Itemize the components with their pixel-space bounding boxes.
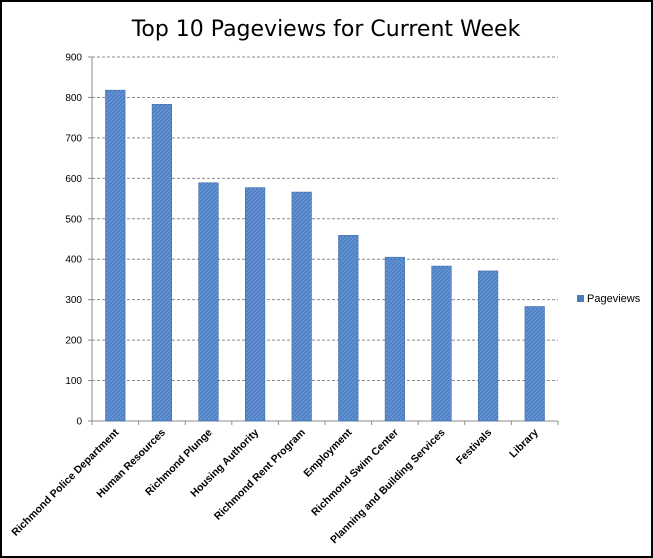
- y-tick-labels: 0 100 200 300 400 500 600 700 800 900: [65, 53, 82, 428]
- chart-title: Top 10 Pageviews for Current Week: [131, 17, 521, 42]
- y-tick-label: 800: [65, 93, 82, 104]
- bars: [105, 89, 545, 422]
- y-tick-label: 300: [65, 295, 82, 306]
- bar: [431, 265, 452, 422]
- bar: [198, 182, 219, 422]
- x-tick-label: Richmond Rent Program: [212, 427, 308, 523]
- x-tick-label: Library: [507, 427, 541, 461]
- y-tick-label: 0: [76, 417, 82, 428]
- bar: [105, 89, 126, 422]
- y-tick-label: 700: [65, 133, 82, 144]
- y-tick-label: 600: [65, 174, 82, 185]
- y-tick-label: 400: [65, 255, 82, 266]
- y-tick-label: 500: [65, 214, 82, 225]
- x-tick-label: Festivals: [454, 427, 494, 467]
- bar: [151, 104, 172, 422]
- bar: [478, 270, 499, 422]
- legend: Pageviews: [577, 293, 641, 305]
- y-tick-label: 900: [65, 53, 82, 64]
- x-tick-label: Richmond Swim Center: [309, 427, 401, 519]
- legend-swatch: [577, 295, 584, 302]
- legend-label: Pageviews: [587, 293, 641, 305]
- y-tick-label: 200: [65, 336, 82, 347]
- bar: [524, 306, 545, 422]
- bar: [245, 187, 266, 422]
- bar: [291, 191, 312, 422]
- y-tick-label: 100: [65, 376, 82, 387]
- bar: [338, 235, 359, 422]
- bar: [384, 256, 405, 422]
